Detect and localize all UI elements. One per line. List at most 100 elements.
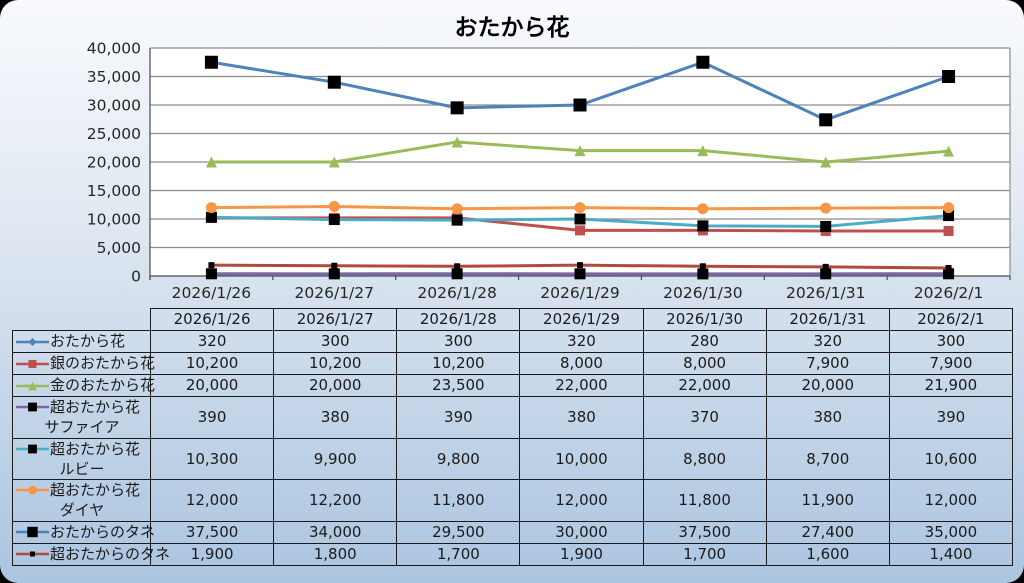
table-value-cell: 11,800 [642,479,767,522]
data-point-marker-icon [205,211,217,223]
series-label-text: おたからのタネ [50,522,156,541]
table-row-6: おたからのタネ 37,500 34,000 29,500 30,000 37,500 27,… [12,520,1013,544]
table-value-cell: 300 [396,330,521,353]
x-axis-tick-label: 2026/2/1 [914,284,984,302]
data-point-marker-icon [943,210,955,222]
x-axis-tick-label: 2026/1/29 [540,284,619,302]
table-value-cell: 12,000 [519,479,644,522]
x-axis-tick-label: 2026/1/30 [663,284,742,302]
data-point-marker-icon [208,262,215,269]
series-label-text: 銀のおたから花 [50,354,156,373]
y-axis-tick-label: 0 [131,268,141,286]
legend-diamond-icon [28,337,37,346]
series-label-cell: 超おたから花 ルビー [12,437,151,480]
data-point-marker-icon [819,113,833,127]
table-value-cell: 22,000 [642,374,767,397]
series-label-cell: 超おたからのタネ [12,542,170,566]
table-value-cell: 30,000 [519,520,644,544]
table-row-5: 超おたから花 ダイヤ 12,000 12,200 11,800 12,000 11,800 1… [12,479,1013,522]
series-label-cell: おたからのタネ [12,520,155,544]
data-point-marker-icon [699,263,706,270]
data-point-marker-icon [327,75,341,89]
series-7 [208,262,952,272]
legend-square-icon [30,551,35,557]
table-value-cell: 320 [519,330,644,353]
y-axis-tick-label: 20,000 [87,154,141,172]
series-label-cell: 銀のおたから花 [12,352,155,375]
series-label-text: 超おたからのタネ [50,544,171,563]
data-point-marker-icon [205,268,217,280]
table-row-2: 金のおたから花 20,000 20,000 23,500 22,000 22,000 20,… [12,374,1013,397]
y-axis-tick-label: 35,000 [87,68,141,86]
data-point-marker-icon [205,156,217,168]
series-label-text-line2: ダイヤ [59,501,105,520]
table-value-cell: 29,500 [396,520,521,544]
table-row-3: 超おたから花 サファイア 390 380 390 380 370 380 390 [12,396,1013,439]
table-value-cell: 10,000 [519,437,644,480]
table-value-cell: 12,200 [273,479,398,522]
table-value-cell: 280 [642,330,767,353]
series-label-text: 超おたから花 [50,481,141,499]
data-point-marker-icon [574,213,586,225]
table-value-cell: 10,200 [273,352,398,375]
data-point-marker-icon [328,156,340,168]
table-value-cell: 22,000 [519,374,644,397]
table-value-cell: 37,500 [642,520,767,544]
series-label-cell: おたから花 [12,330,151,353]
table-value-cell: 300 [888,330,1013,353]
table-value-cell: 20,000 [149,374,275,397]
table-value-cell: 390 [396,396,521,439]
data-point-marker-icon [451,203,463,215]
data-point-marker-icon [942,70,956,83]
data-point-marker-icon [820,268,832,280]
legend-marker-icon [16,381,49,390]
legend-marker-icon [16,526,49,538]
data-point-marker-icon [450,101,464,115]
data-point-marker-icon [696,55,710,69]
table-value-cell: 11,800 [396,479,521,522]
table-value-cell: 10,300 [149,437,275,480]
table-value-cell: 320 [765,330,890,353]
table-value-cell: 380 [765,396,890,439]
data-point-marker-icon [943,268,955,280]
y-axis-tick-label: 40,000 [87,40,141,58]
table-value-cell: 20,000 [765,374,890,397]
table-value-cell: 8,800 [642,437,767,480]
table-value-cell: 1,700 [396,542,521,566]
series-4 [205,210,955,232]
table-value-cell: 7,900 [888,352,1013,375]
table-value-cell: 1,600 [765,542,890,566]
series-5 [205,200,955,215]
table-value-cell: 12,000 [888,479,1013,522]
data-point-marker-icon [575,225,585,236]
data-point-marker-icon [820,156,832,168]
data-point-marker-icon [943,225,954,236]
table-row-1: 銀のおたから花 10,200 10,200 10,200 8,000 8,000 7,900… [12,352,1013,375]
legend-square-icon [28,359,37,368]
table-value-cell: 8,700 [765,437,890,480]
legend-marker-icon [16,551,49,557]
table-value-cell: 35,000 [888,520,1013,544]
data-point-marker-icon [574,145,586,157]
data-point-marker-icon [328,214,340,226]
data-point-marker-icon [697,268,709,280]
price-table: 2026/1/26 2026/1/27 2026/1/28 2026/1/29 2026… [12,308,1013,566]
table-value-cell: 1,900 [519,542,644,566]
legend-triangle-icon [28,381,37,390]
table-value-cell: 8,000 [519,352,644,375]
data-point-marker-icon [820,220,832,232]
legend-marker-icon [16,359,49,368]
table-value-cell: 7,900 [765,352,890,375]
table-value-cell: 380 [519,396,644,439]
data-point-marker-icon [574,202,586,214]
series-2 [205,136,955,168]
table-row-0: おたから花 320 300 300 320 280 320 300 [12,330,1013,353]
x-axis-tick-label: 2026/1/26 [172,284,251,302]
table-header-date-cell: 2026/1/31 [765,308,890,331]
data-point-marker-icon [205,202,217,214]
legend-circle-icon [28,485,37,495]
data-point-marker-icon [822,263,829,270]
legend-square-icon [28,444,37,454]
data-point-marker-icon [577,262,583,269]
series-label-text: おたから花 [50,332,126,351]
